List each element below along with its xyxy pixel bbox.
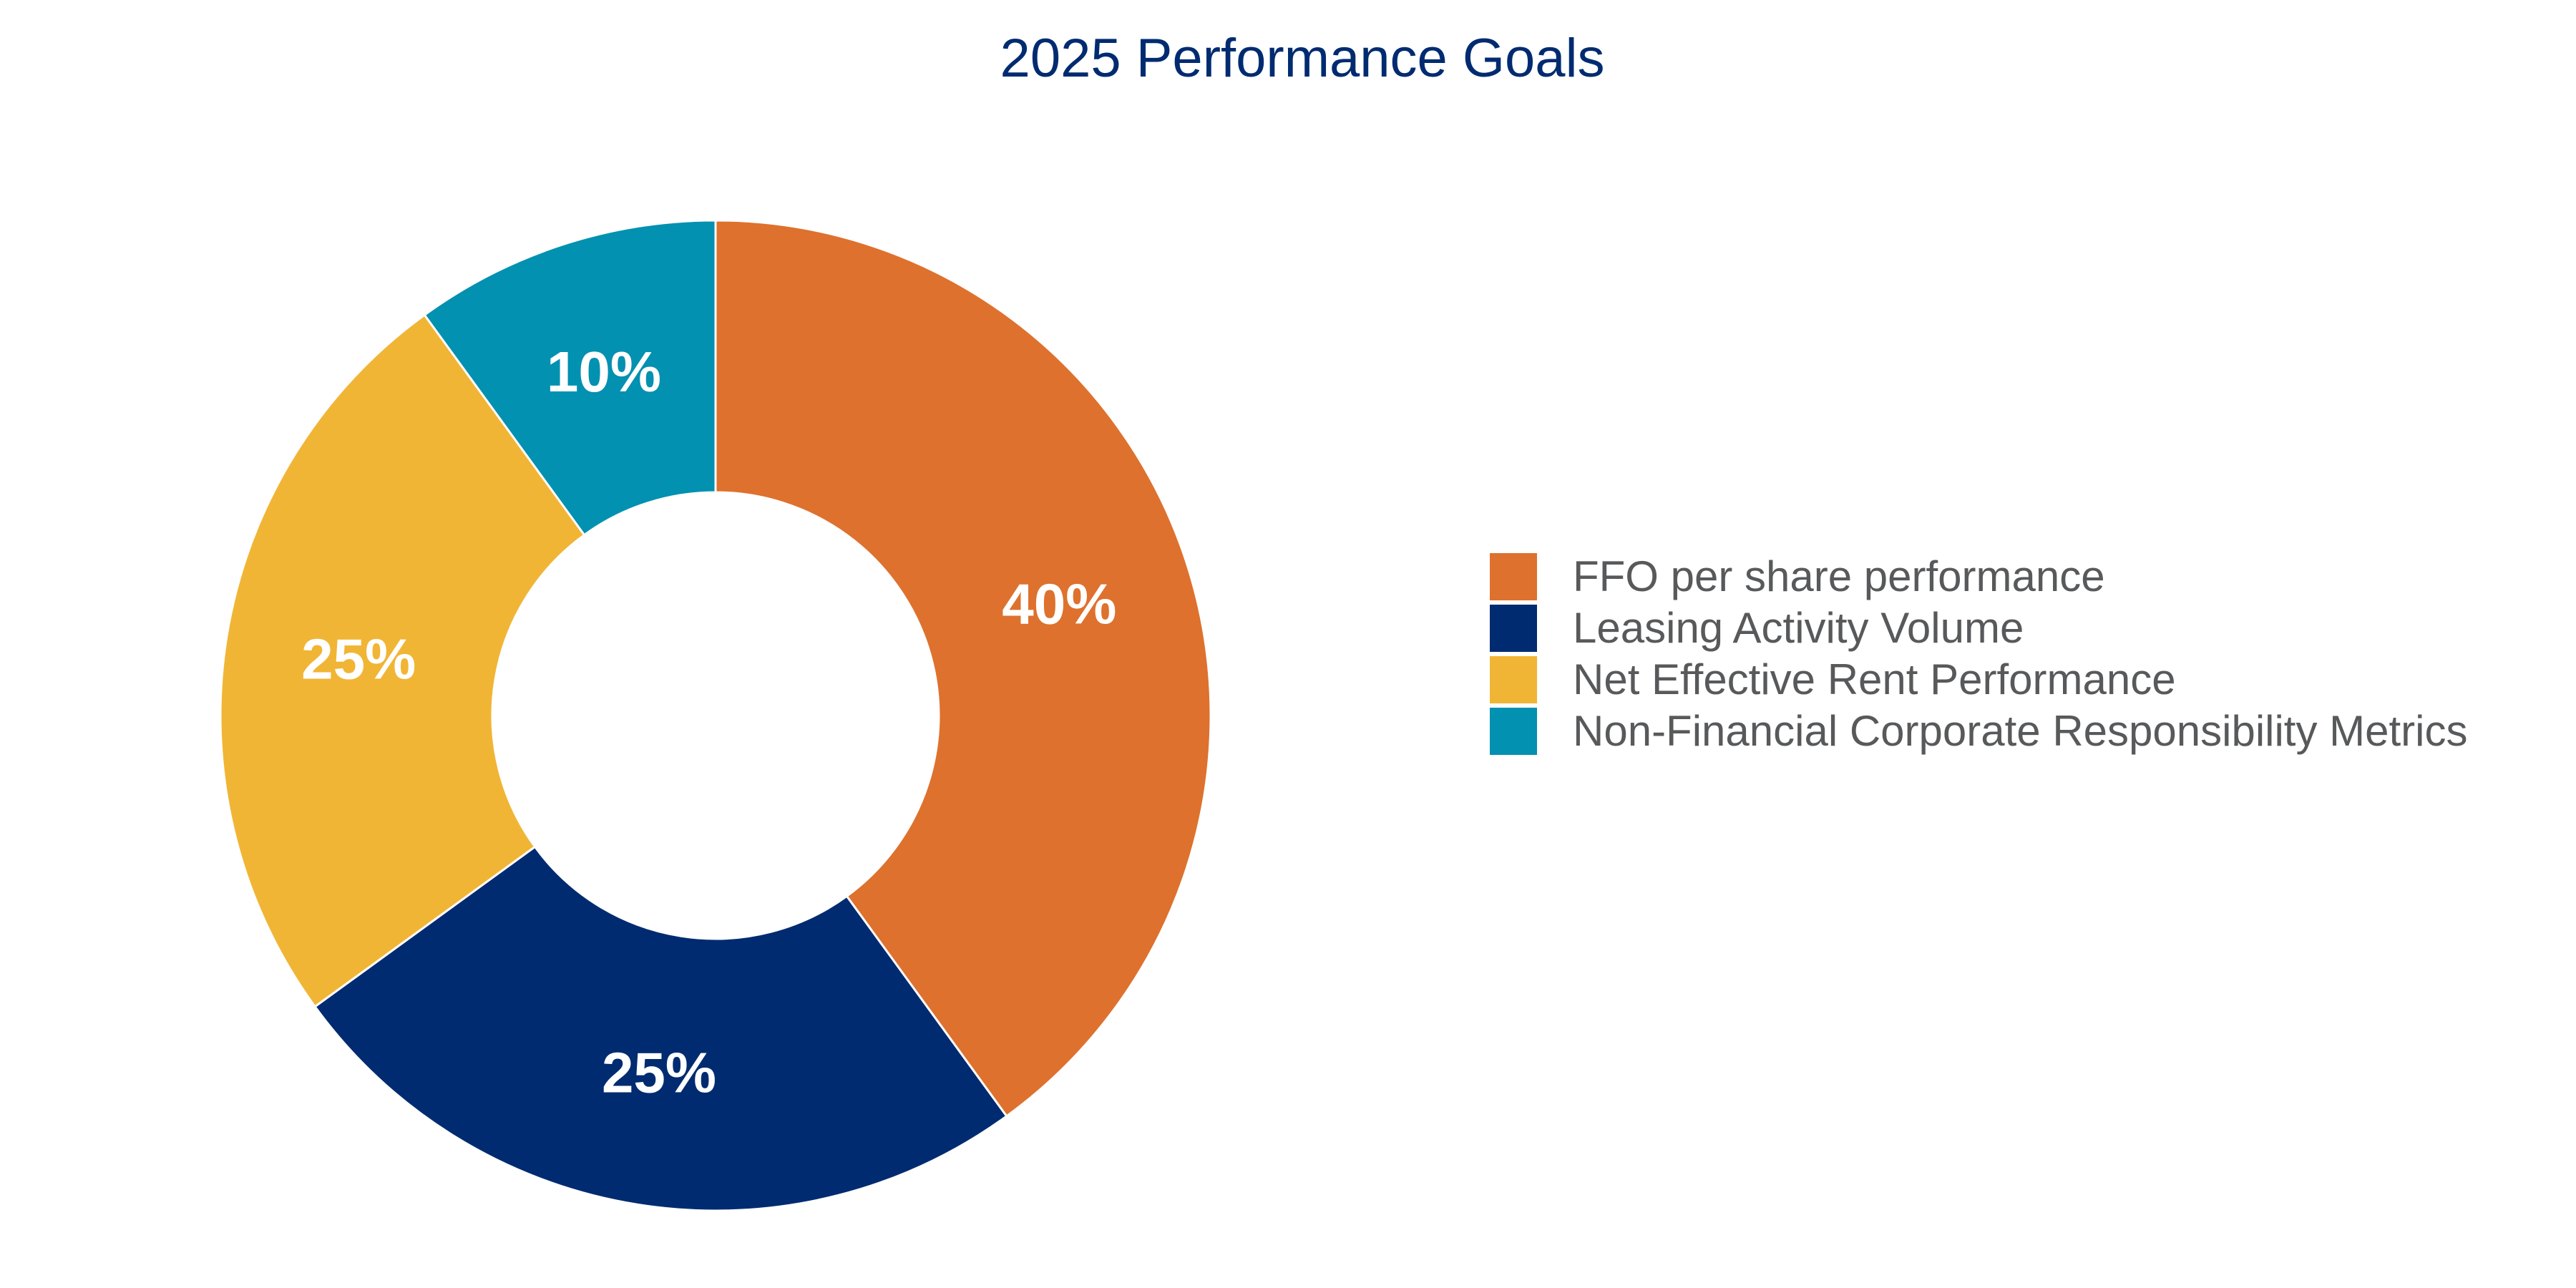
legend-swatch: [1490, 656, 1537, 703]
donut-slice-labels: 40% 25% 25% 10%: [301, 340, 1116, 1104]
legend-item-2: Leasing Activity Volume: [1490, 602, 2467, 654]
legend-swatch: [1490, 708, 1537, 755]
slice-label-1: 40%: [1002, 572, 1116, 635]
legend-item-1: FFO per share performance: [1490, 551, 2467, 602]
donut-slice-2: [313, 845, 1008, 1212]
donut-slice-4: [423, 219, 717, 537]
legend-label: Net Effective Rent Performance: [1573, 655, 2176, 703]
slice-label-2: 25%: [602, 1040, 716, 1104]
legend-swatch: [1490, 553, 1537, 600]
donut-slice-3: [219, 313, 586, 1008]
slice-label-4: 10%: [547, 340, 661, 404]
chart-legend: FFO per share performance Leasing Activit…: [1490, 551, 2467, 757]
legend-item-4: Non-Financial Corporate Responsibility M…: [1490, 706, 2467, 757]
legend-label: Leasing Activity Volume: [1573, 604, 2024, 652]
slice-label-3: 25%: [301, 628, 416, 691]
legend-label: Non-Financial Corporate Responsibility M…: [1573, 707, 2468, 755]
legend-swatch: [1490, 605, 1537, 652]
legend-item-3: Net Effective Rent Performance: [1490, 654, 2467, 706]
donut-slices: [219, 219, 1212, 1212]
legend-label: FFO per share performance: [1573, 552, 2105, 600]
chart-title: 2025 Performance Goals: [1000, 28, 1605, 89]
donut-slice-1: [714, 219, 1212, 1118]
